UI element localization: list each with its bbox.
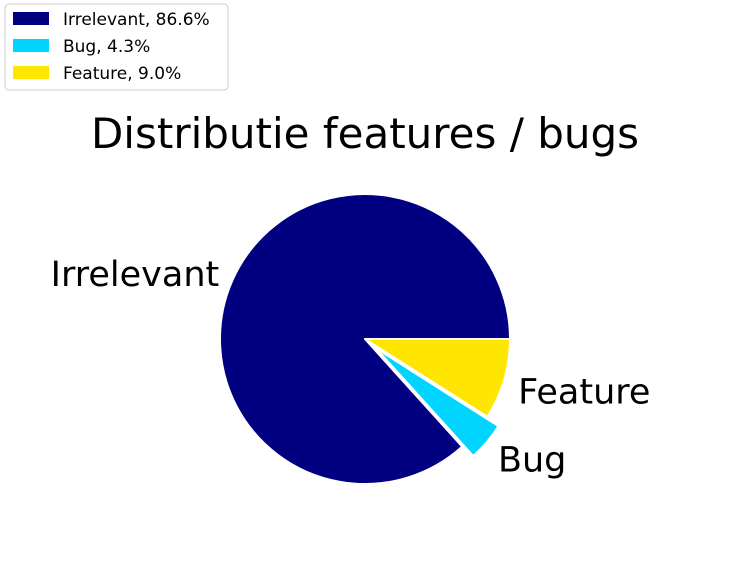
legend-swatch-irrelevant (13, 12, 49, 25)
slice-label-irrelevant: Irrelevant (51, 255, 220, 295)
pie-slice-feature (364, 338, 511, 418)
legend-frame (4, 3, 229, 91)
legend-label-irrelevant: Irrelevant, 86.6% (63, 10, 210, 30)
pie-slices (219, 193, 511, 485)
pie-labels: Irrelevant Bug Feature (51, 255, 651, 480)
slice-label-feature: Feature (518, 373, 650, 413)
legend-swatch-bug (13, 39, 49, 52)
legend-swatch-feature (13, 66, 49, 79)
legend-label-bug: Bug, 4.3% (63, 37, 150, 57)
legend-label-feature: Feature, 9.0% (63, 64, 181, 84)
legend: Irrelevant, 86.6% Bug, 4.3% Feature, 9.0% (4, 3, 229, 91)
pie-slice-bug (375, 347, 500, 457)
chart-title: Distributie features / bugs (91, 109, 639, 158)
slice-label-bug: Bug (498, 440, 566, 480)
